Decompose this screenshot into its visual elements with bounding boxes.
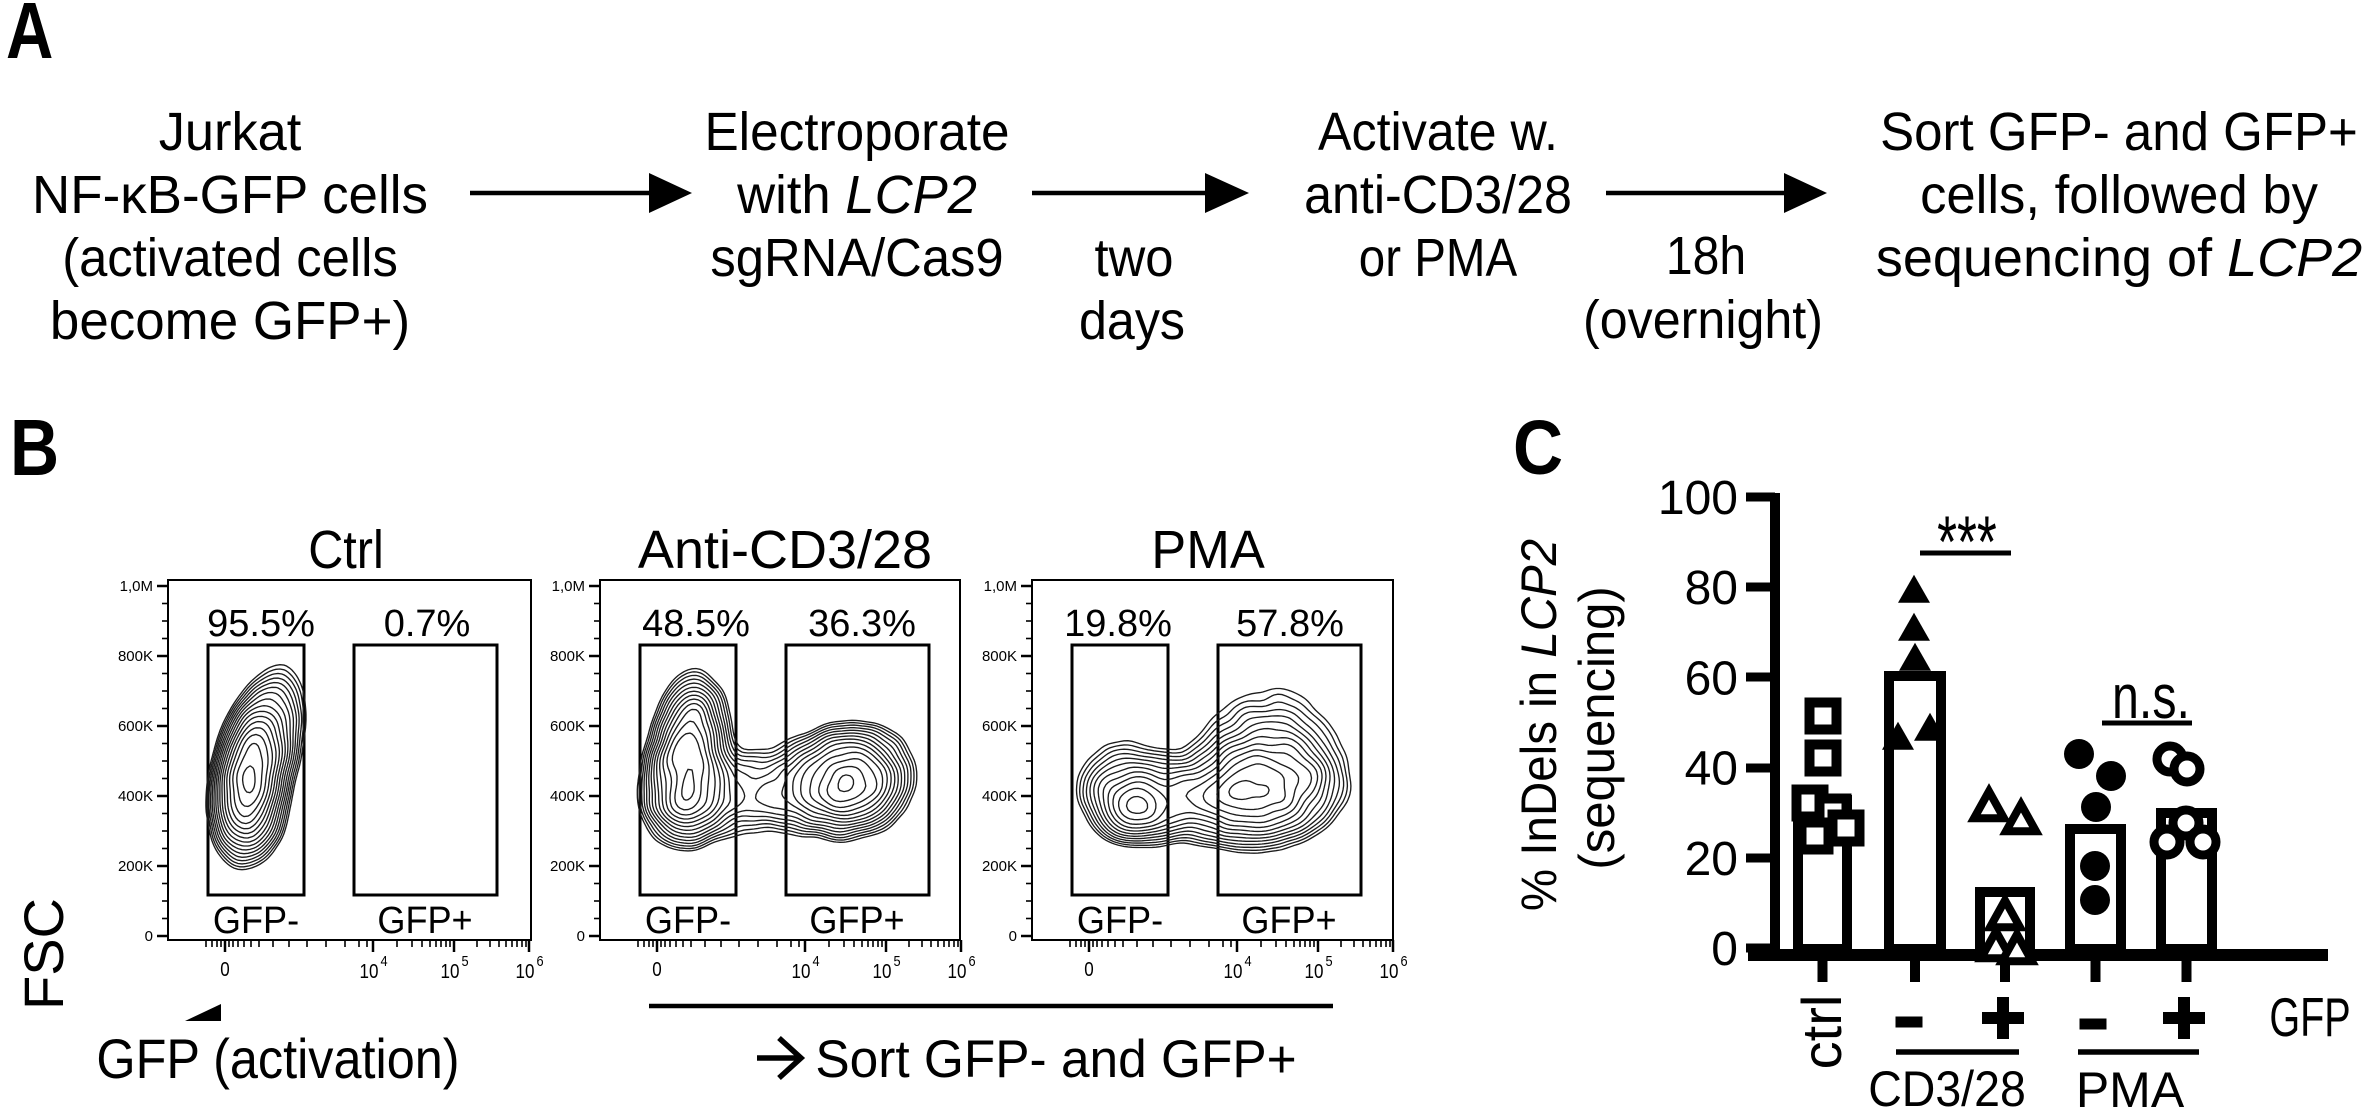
svg-text:(overnight): (overnight): [1583, 290, 1823, 350]
svg-text:with LCP2: with LCP2: [736, 165, 977, 225]
svg-text:6: 6: [536, 952, 543, 969]
svg-text:400K: 400K: [118, 788, 153, 805]
svg-text:800K: 800K: [118, 648, 153, 665]
svg-text:18h: 18h: [1666, 225, 1746, 285]
svg-text:5: 5: [893, 952, 900, 969]
svg-text:0: 0: [652, 958, 661, 981]
svg-text:Sort GFP- and GFP+: Sort GFP- and GFP+: [815, 1030, 1296, 1089]
svg-text:Sort GFP- and GFP+: Sort GFP- and GFP+: [1880, 102, 2358, 163]
svg-text:800K: 800K: [550, 648, 585, 665]
svg-text:5: 5: [1325, 952, 1332, 969]
svg-text:19.8%: 19.8%: [1064, 603, 1172, 645]
svg-text:GFP+: GFP+: [809, 898, 904, 941]
svg-text:0: 0: [1711, 923, 1738, 976]
svg-text:57.8%: 57.8%: [1236, 603, 1344, 645]
svg-text:10: 10: [948, 960, 967, 983]
svg-text:two: two: [1095, 229, 1174, 289]
svg-text:600K: 600K: [118, 718, 153, 735]
svg-text:Anti-CD3/28: Anti-CD3/28: [638, 520, 932, 580]
svg-text:200K: 200K: [550, 858, 585, 875]
svg-text:become GFP+): become GFP+): [50, 292, 410, 352]
svg-text:10: 10: [792, 960, 811, 983]
svg-text:10: 10: [360, 960, 379, 983]
svg-text:or PMA: or PMA: [1359, 227, 1517, 288]
svg-text:600K: 600K: [550, 718, 585, 735]
svg-text:***: ***: [1937, 502, 1997, 583]
svg-text:5: 5: [461, 952, 468, 969]
svg-text:0: 0: [220, 958, 229, 981]
svg-text:Activate w.: Activate w.: [1318, 102, 1558, 162]
svg-text:days: days: [1079, 291, 1185, 351]
svg-text:4: 4: [380, 952, 387, 969]
svg-text:600K: 600K: [982, 718, 1017, 735]
svg-text:6: 6: [1400, 952, 1407, 969]
svg-text:1,0M: 1,0M: [984, 578, 1017, 595]
svg-text:400K: 400K: [982, 788, 1017, 805]
svg-text:Electroporate: Electroporate: [704, 102, 1009, 162]
svg-text:cells, followed by: cells, followed by: [1920, 165, 2318, 225]
svg-text:Jurkat: Jurkat: [159, 102, 302, 162]
svg-text:CD3/28: CD3/28: [1868, 1061, 2026, 1111]
svg-text:800K: 800K: [982, 648, 1017, 665]
svg-text:20: 20: [1685, 833, 1738, 886]
svg-text:36.3%: 36.3%: [808, 603, 916, 645]
svg-text:200K: 200K: [982, 858, 1017, 875]
svg-text:ctrl: ctrl: [1790, 995, 1853, 1070]
svg-text:4: 4: [812, 952, 819, 969]
svg-text:FSC: FSC: [12, 898, 75, 1010]
svg-text:10: 10: [441, 960, 460, 983]
svg-text:0: 0: [145, 928, 153, 945]
svg-text:10: 10: [1224, 960, 1243, 983]
svg-text:4: 4: [1244, 952, 1251, 969]
svg-text:1,0M: 1,0M: [552, 578, 585, 595]
svg-text:GFP: GFP: [2269, 988, 2350, 1049]
svg-text:% InDels in LCP2: % InDels in LCP2: [1512, 539, 1567, 911]
svg-text:400K: 400K: [550, 788, 585, 805]
svg-text:10: 10: [1380, 960, 1399, 983]
svg-text:95.5%: 95.5%: [207, 603, 315, 645]
svg-text:100: 100: [1658, 472, 1738, 525]
svg-text:10: 10: [1305, 960, 1324, 983]
svg-text:anti-CD3/28: anti-CD3/28: [1304, 165, 1572, 225]
svg-text:GFP-: GFP-: [213, 898, 299, 941]
svg-text:GFP-: GFP-: [645, 898, 731, 941]
svg-text:GFP (activation): GFP (activation): [96, 1029, 459, 1091]
svg-text:n.s.: n.s.: [2112, 662, 2190, 731]
svg-text:6: 6: [968, 952, 975, 969]
svg-text:10: 10: [873, 960, 892, 983]
svg-text:(activated cells: (activated cells: [62, 229, 398, 289]
svg-text:10: 10: [516, 960, 535, 983]
svg-text:A: A: [6, 0, 53, 75]
svg-text:0.7%: 0.7%: [384, 603, 471, 645]
svg-text:GFP+: GFP+: [377, 898, 472, 941]
svg-text:60: 60: [1685, 652, 1738, 705]
svg-text:PMA: PMA: [1151, 520, 1265, 580]
svg-text:B: B: [10, 403, 59, 492]
svg-text:(sequencing): (sequencing): [1570, 586, 1626, 869]
svg-text:GFP-: GFP-: [1077, 898, 1163, 941]
svg-text:PMA: PMA: [2076, 1062, 2185, 1111]
svg-text:C: C: [1513, 405, 1563, 491]
svg-text:sgRNA/Cas9: sgRNA/Cas9: [710, 229, 1003, 289]
svg-text:200K: 200K: [118, 858, 153, 875]
svg-text:1,0M: 1,0M: [120, 578, 153, 595]
svg-text:Ctrl: Ctrl: [308, 519, 384, 580]
svg-text:GFP+: GFP+: [1241, 898, 1336, 941]
svg-text:sequencing of LCP2: sequencing of LCP2: [1876, 228, 2362, 288]
svg-text:48.5%: 48.5%: [642, 603, 750, 645]
svg-text:0: 0: [577, 928, 585, 945]
svg-text:0: 0: [1084, 958, 1093, 981]
svg-text:80: 80: [1685, 562, 1738, 615]
svg-text:NF-κB-GFP cells: NF-κB-GFP cells: [32, 166, 428, 226]
svg-text:40: 40: [1685, 743, 1738, 796]
svg-text:0: 0: [1009, 928, 1017, 945]
